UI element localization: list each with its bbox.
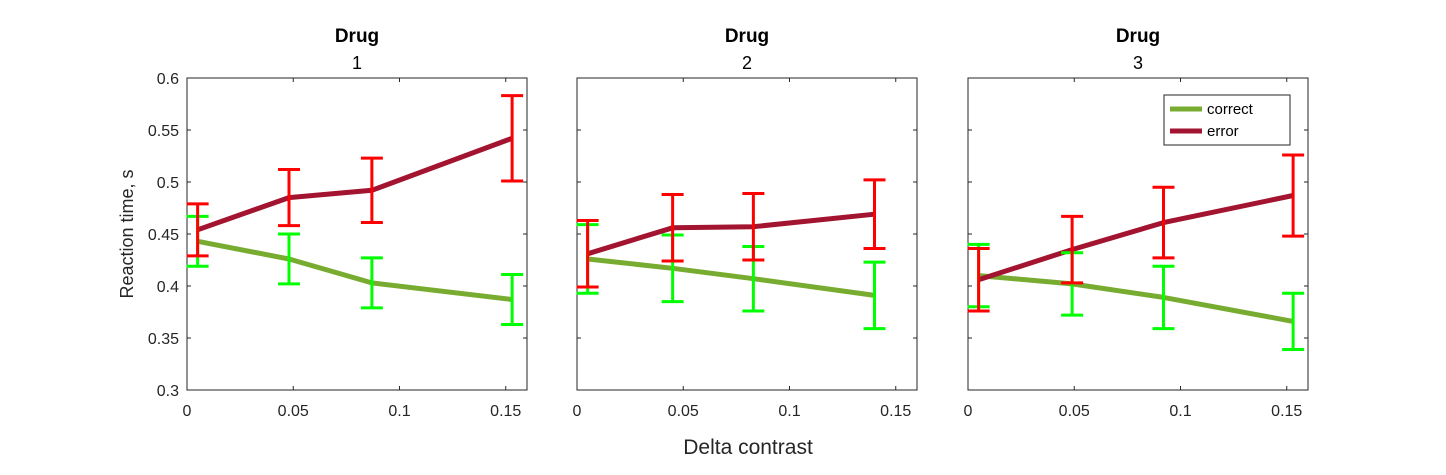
legend-label-error: error	[1207, 123, 1239, 140]
error-bar-error	[576, 218, 599, 289]
error-bar-error	[278, 168, 300, 228]
panel-subtitle: 1	[352, 53, 362, 73]
error-bar-error	[360, 156, 383, 225]
x-tick-label: 0.05	[278, 403, 309, 420]
panel-1: Drug 1 0 0.05 0.1 0.15 0.3 0.35 0.4 0.45 0.5 0.55 0.…	[148, 26, 528, 420]
panel-title: Drug	[335, 26, 379, 47]
error-bar-error	[661, 192, 684, 263]
series-line-error	[977, 193, 1294, 283]
error-bar-correct	[278, 232, 300, 286]
x-tick-label: 0.05	[1059, 403, 1090, 420]
error-bar-error	[186, 202, 209, 258]
panel-2: Drug 2 0 0.05 0.1 0.15	[573, 26, 918, 420]
error-bar-correct	[863, 260, 886, 331]
y-axis-label: Reaction time, s	[117, 169, 137, 298]
series-line-correct	[978, 273, 1294, 324]
x-tick-label: 0.15	[1271, 403, 1302, 420]
legend-label-correct: correct	[1207, 101, 1254, 118]
y-tick-label: 0.35	[148, 331, 179, 348]
series-line-correct	[587, 256, 875, 298]
error-bar-correct	[1282, 291, 1305, 351]
error-bar-correct	[1152, 264, 1175, 331]
x-tick-label: 0.1	[1169, 403, 1191, 420]
y-tick-label: 0.55	[148, 123, 179, 140]
x-tick-label: 0.15	[880, 403, 911, 420]
error-bar-error	[1152, 185, 1175, 260]
panel-subtitle: 2	[742, 53, 752, 73]
error-bar-correct	[501, 273, 524, 326]
panel-subtitle: 3	[1133, 53, 1143, 73]
panel-3: Drug 3 0 0.05 0.1 0.15 correct error	[964, 26, 1309, 420]
error-bar-error	[501, 94, 524, 183]
x-tick-label: 0.1	[388, 403, 410, 420]
panel-title: Drug	[725, 26, 769, 47]
panel-title: Drug	[1116, 26, 1160, 47]
error-bar-error	[967, 247, 990, 313]
error-bar-error	[742, 191, 765, 262]
x-tick-label: 0.05	[668, 403, 699, 420]
axes-box	[576, 77, 918, 391]
legend-box	[1163, 94, 1291, 146]
y-tick-label: 0.5	[157, 175, 179, 192]
error-bar-error	[1061, 214, 1084, 285]
y-tick-label: 0.6	[157, 71, 179, 88]
x-tick-label: 0	[573, 403, 582, 420]
x-tick-label: 0.15	[490, 403, 521, 420]
series-line-error	[586, 211, 875, 257]
x-tick-label: 0.1	[778, 403, 800, 420]
error-bar-error	[1282, 153, 1305, 238]
error-bar-error	[863, 178, 886, 251]
axes-box	[186, 77, 528, 391]
series-line-correct	[197, 238, 513, 302]
series-line-error	[196, 135, 513, 233]
y-tick-label: 0.4	[157, 279, 179, 296]
legend: correct error	[1163, 94, 1291, 146]
y-tick-label: 0.45	[148, 227, 179, 244]
y-tick-label: 0.3	[157, 383, 179, 400]
x-tick-label: 0	[183, 403, 192, 420]
x-axis-label: Delta contrast	[683, 436, 813, 459]
x-tick-label: 0	[964, 403, 973, 420]
error-bar-correct	[360, 256, 383, 310]
